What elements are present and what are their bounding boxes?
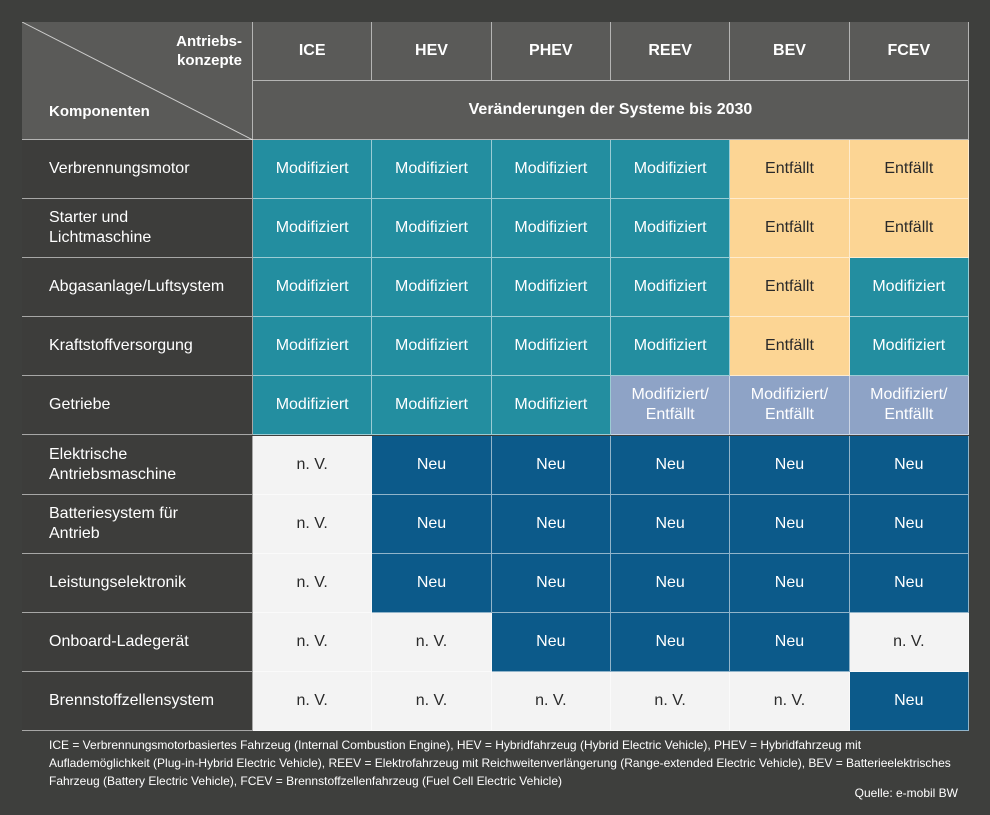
status-cell: Modifiziert — [372, 376, 492, 436]
comparison-table: Antriebs-konzepte Komponenten ICE HEV PHEV RE… — [22, 22, 969, 731]
status-cell: n. V. — [253, 553, 373, 613]
status-cell: n. V. — [491, 671, 611, 731]
row-label: Leistungselektronik — [22, 553, 253, 613]
status-cell: Modifiziert — [610, 199, 731, 259]
status-cell: Modifiziert — [372, 140, 492, 200]
status-cell: Neu — [849, 553, 969, 613]
status-cell: Neu — [491, 435, 611, 495]
status-cell: Neu — [491, 553, 611, 613]
status-cell: Neu — [730, 435, 850, 495]
status-cell: Neu — [372, 494, 492, 554]
column-header-fcev: FCEV — [849, 22, 969, 81]
status-cell: Neu — [849, 494, 969, 554]
status-cell: Entfällt — [849, 199, 969, 259]
status-cell: Neu — [730, 612, 850, 672]
status-cell: Entfällt — [730, 317, 850, 377]
status-cell: Modifiziert — [372, 317, 492, 377]
status-cell: Modifiziert — [491, 376, 611, 436]
corner-header: Antriebs-konzepte Komponenten — [22, 22, 253, 140]
status-cell: Modifiziert — [849, 258, 969, 318]
status-cell: n. V. — [372, 671, 492, 731]
row-label: Batteriesystem für Antrieb — [22, 494, 253, 554]
corner-label-drive-concepts: Antriebs-konzepte — [176, 33, 242, 69]
column-header-reev: REEV — [610, 22, 731, 81]
status-cell: Modifiziert — [253, 199, 373, 259]
row-label: Kraftstoffversorgung — [22, 317, 253, 377]
status-cell: Neu — [730, 553, 850, 613]
column-header-hev: HEV — [372, 22, 492, 81]
status-cell: Neu — [491, 494, 611, 554]
status-cell: Modifiziert — [491, 199, 611, 259]
status-cell: n. V. — [253, 671, 373, 731]
status-cell: n. V. — [253, 494, 373, 554]
status-cell: Modifiziert — [849, 317, 969, 377]
row-label: Abgasanlage/Luftsystem — [22, 258, 253, 318]
status-cell: Neu — [849, 671, 969, 731]
status-cell: Modifiziert — [491, 317, 611, 377]
status-cell: Neu — [610, 435, 731, 495]
footnote: ICE = Verbrennungsmotorbasiertes Fahrzeu… — [49, 738, 951, 788]
status-cell: Neu — [372, 553, 492, 613]
column-header-ice: ICE — [253, 22, 373, 81]
status-cell: Modifiziert — [372, 258, 492, 318]
status-cell: Modifiziert — [253, 140, 373, 200]
status-cell: Neu — [610, 612, 731, 672]
status-cell: Neu — [849, 435, 969, 495]
status-cell: Entfällt — [730, 199, 850, 259]
subheader: Veränderungen der Systeme bis 2030 — [253, 81, 969, 140]
status-cell: Neu — [730, 494, 850, 554]
column-header-phev: PHEV — [491, 22, 611, 81]
status-cell: Modifiziert — [610, 317, 731, 377]
status-cell: Modifiziert — [372, 199, 492, 259]
row-label: Getriebe — [22, 376, 253, 436]
status-cell: n. V. — [849, 612, 969, 672]
status-cell: Neu — [610, 553, 731, 613]
status-cell: Modifiziert — [610, 140, 731, 200]
column-header-bev: BEV — [730, 22, 850, 81]
row-label: Brennstoffzellensystem — [22, 671, 253, 731]
row-label: Elektrische Antriebsmaschine — [22, 435, 253, 495]
row-label: Starter und Lichtmaschine — [22, 199, 253, 259]
status-cell: Modifiziert/Entfällt — [730, 376, 850, 436]
status-cell: Modifiziert — [491, 258, 611, 318]
row-label: Verbrennungsmotor — [22, 140, 253, 200]
status-cell: Modifiziert — [253, 258, 373, 318]
status-cell: Modifiziert — [253, 317, 373, 377]
status-cell: Neu — [491, 612, 611, 672]
status-cell: Entfällt — [730, 258, 850, 318]
corner-diagonal — [22, 22, 253, 140]
status-cell: n. V. — [730, 671, 850, 731]
row-label: Onboard-Ladegerät — [22, 612, 253, 672]
status-cell: Modifiziert/Entfällt — [610, 376, 731, 436]
corner-label-components: Komponenten — [49, 103, 150, 120]
status-cell: Modifiziert — [491, 140, 611, 200]
status-cell: n. V. — [610, 671, 731, 731]
status-cell: n. V. — [372, 612, 492, 672]
status-cell: Neu — [372, 435, 492, 495]
status-cell: Entfällt — [849, 140, 969, 200]
status-cell: Modifiziert — [253, 376, 373, 436]
source-note: Quelle: e-mobil BW — [854, 786, 958, 800]
status-cell: Modifiziert — [610, 258, 731, 318]
status-cell: Neu — [610, 494, 731, 554]
status-cell: Modifiziert/Entfällt — [849, 376, 969, 436]
status-cell: Entfällt — [730, 140, 850, 200]
status-cell: n. V. — [253, 612, 373, 672]
status-cell: n. V. — [253, 435, 373, 495]
